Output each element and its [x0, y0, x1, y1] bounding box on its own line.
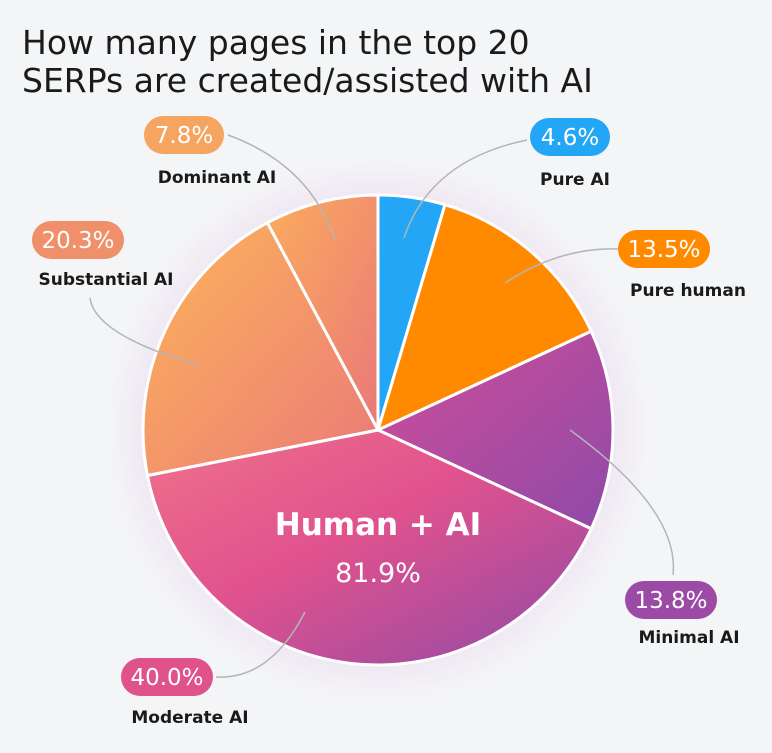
- category-label-substantial-ai: Substantial AI: [39, 270, 174, 290]
- leader-line-pure-human: [504, 248, 619, 284]
- value-pill-pure-ai: [530, 118, 610, 156]
- value-label-minimal-ai: 13.8%: [634, 588, 707, 614]
- leader-line-minimal-ai: [569, 429, 675, 576]
- pie-slice-pure-human: [376, 203, 593, 432]
- leader-line-substantial-ai: [89, 297, 199, 366]
- value-pill-dominant-ai: [144, 116, 224, 154]
- pie-slices: [141, 193, 615, 667]
- category-label-pure-ai: Pure AI: [540, 170, 610, 190]
- leader-line-pure-ai: [403, 139, 528, 239]
- value-label-pure-ai: 4.6%: [541, 125, 599, 151]
- value-label-dominant-ai: 7.8%: [155, 123, 213, 149]
- pie-slice-dominant-ai: [265, 193, 380, 432]
- value-pill-substantial-ai: [32, 221, 124, 259]
- category-label-minimal-ai: Minimal AI: [638, 628, 739, 648]
- center-value: 81.9%: [335, 558, 421, 589]
- pie-slice-substantial-ai: [141, 221, 380, 477]
- value-label-substantial-ai: 20.3%: [41, 228, 114, 254]
- value-pill-minimal-ai: [625, 581, 717, 619]
- value-pill-pure-human: [618, 230, 710, 268]
- leader-line-moderate-ai: [215, 611, 306, 678]
- value-pill-moderate-ai: [121, 658, 213, 696]
- pie-slice-minimal-ai: [376, 329, 615, 531]
- value-label-moderate-ai: 40.0%: [130, 665, 203, 691]
- category-label-dominant-ai: Dominant AI: [158, 168, 277, 188]
- value-label-pure-human: 13.5%: [627, 237, 700, 263]
- chart-title-line-2: SERPs are created/assisted with AI: [22, 61, 593, 100]
- slice-labels: 4.6% Pure AI 13.5% Pure human 13.8% Minimal A…: [32, 116, 746, 728]
- pie-slice-moderate-ai: [145, 428, 593, 667]
- chart-title-line-1: How many pages in the top 20: [22, 23, 530, 62]
- category-label-moderate-ai: Moderate AI: [131, 708, 248, 728]
- leader-line-dominant-ai: [227, 134, 336, 241]
- leader-lines: [89, 134, 675, 678]
- center-label: Human + AI: [275, 507, 481, 543]
- category-label-pure-human: Pure human: [630, 281, 746, 301]
